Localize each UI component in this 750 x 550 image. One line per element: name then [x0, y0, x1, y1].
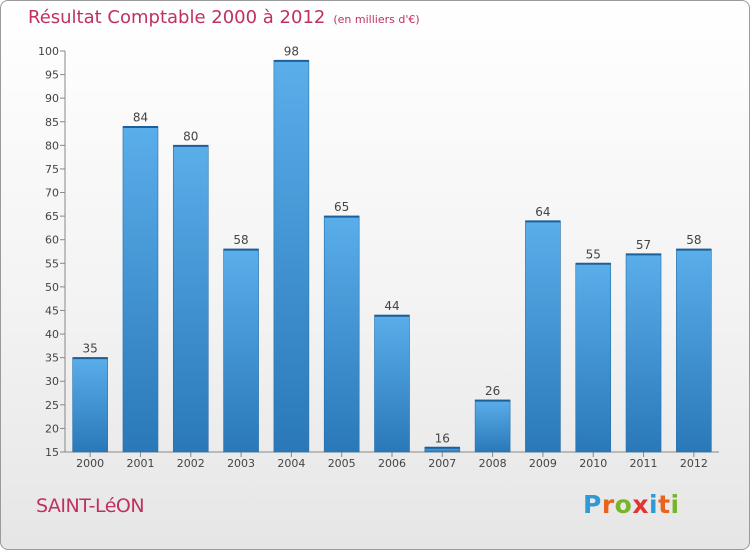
bar-value-label: 57 — [636, 238, 651, 252]
bar-value-label: 55 — [586, 247, 601, 261]
brand-letter: x — [632, 490, 649, 519]
y-tick-label: 40 — [45, 328, 59, 341]
bar-2006 — [374, 314, 410, 453]
bar-2000 — [72, 357, 108, 453]
x-tick-label: 2001 — [126, 457, 154, 470]
y-tick-label: 45 — [45, 304, 59, 317]
commune-name: SAINT-LéON — [36, 495, 145, 517]
chart-title: Résultat Comptable 2000 à 2012 — [28, 7, 326, 28]
x-tick-label: 2009 — [529, 457, 557, 470]
x-tick-label: 2000 — [76, 457, 104, 470]
x-tick-label: 2008 — [479, 457, 507, 470]
brand-letter: i — [649, 490, 659, 519]
bar-value-label: 84 — [133, 110, 148, 124]
x-tick-label: 2005 — [328, 457, 356, 470]
y-tick-label: 50 — [45, 281, 59, 294]
x-tick-label: 2012 — [680, 457, 708, 470]
y-tick-label: 70 — [45, 187, 59, 200]
bar-2011 — [625, 253, 662, 453]
x-tick-label: 2003 — [227, 457, 255, 470]
x-tick-label: 2010 — [579, 457, 607, 470]
y-tick-label: 100 — [38, 45, 59, 58]
bar-2005 — [323, 215, 360, 453]
bar-value-label: 58 — [686, 233, 701, 247]
y-tick-label: 35 — [45, 352, 59, 365]
bar-2002 — [172, 145, 209, 453]
bar-value-label: 80 — [183, 129, 198, 143]
bar-2008 — [474, 399, 511, 453]
y-tick-label: 65 — [45, 210, 59, 223]
y-tick-label: 95 — [45, 69, 59, 82]
y-tick-label: 20 — [45, 422, 59, 435]
brand-letter: o — [614, 490, 633, 519]
chart-subtitle: (en milliers d'€) — [333, 13, 420, 26]
x-tick-label: 2004 — [277, 457, 305, 470]
y-axis: 15 20 25 30 35 40 45 50 55 60 65 70 75 80 85 90 95 100 — [38, 45, 66, 459]
x-tick-label: 2002 — [177, 457, 205, 470]
bar-2009 — [525, 220, 561, 453]
brand-letter: r — [601, 490, 615, 519]
bar-value-label: 16 — [435, 431, 450, 445]
x-tick-label: 2007 — [428, 457, 456, 470]
bar-value-label: 58 — [233, 233, 248, 247]
y-tick-label: 75 — [45, 163, 59, 176]
title-row: Résultat Comptable 2000 à 2012 (en millie… — [28, 7, 420, 28]
bar-2010 — [575, 262, 612, 453]
bar-value-label: 98 — [284, 44, 299, 58]
y-tick-label: 90 — [45, 92, 59, 105]
y-tick-label: 60 — [45, 234, 59, 247]
y-tick-label: 30 — [45, 375, 59, 388]
x-tick-label: 2011 — [630, 457, 658, 470]
bar-value-label: 26 — [485, 384, 500, 398]
proxiti-logo[interactable]: Proxiti — [583, 490, 680, 519]
y-tick-label: 55 — [45, 257, 59, 270]
bar-value-label: 35 — [83, 342, 98, 356]
bars: 35 84 80 58 98 65 44 16 26 64 55 57 58 — [72, 44, 712, 453]
brand-letter: t — [658, 490, 671, 519]
bar-value-label: 65 — [334, 200, 349, 214]
x-tick-label: 2006 — [378, 457, 406, 470]
y-tick-label: 85 — [45, 116, 59, 129]
bar-value-label: 64 — [535, 205, 550, 219]
brand-letter: i — [670, 490, 680, 519]
y-tick-label: 25 — [45, 399, 59, 412]
y-tick-label: 80 — [45, 139, 59, 152]
y-tick-label: 15 — [45, 446, 59, 459]
bar-2004 — [273, 60, 310, 453]
bar-2001 — [122, 126, 159, 453]
bar-2003 — [223, 248, 259, 453]
x-axis: 2000 2001 2002 2003 2004 2005 2006 2007 2008 2009… — [65, 451, 719, 470]
bar-value-label: 44 — [384, 299, 399, 313]
bar-2012 — [676, 248, 712, 453]
brand-letter: P — [583, 490, 602, 519]
